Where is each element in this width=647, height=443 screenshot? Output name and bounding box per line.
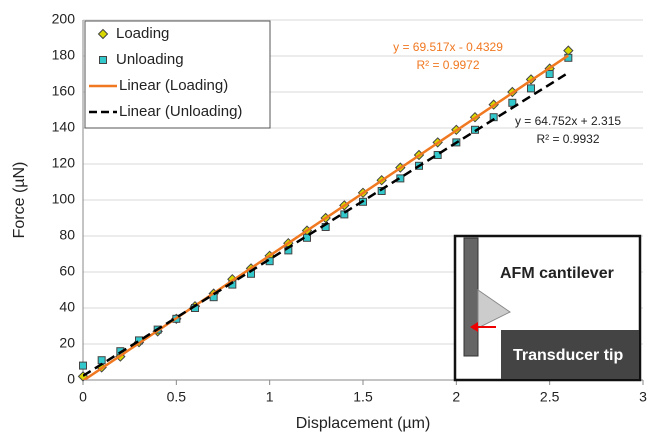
inset-label: Transducer tip (513, 347, 623, 364)
y-tick-label: 0 (67, 371, 75, 387)
x-tick-label: 3 (639, 389, 647, 405)
equation-label: y = 69.517x - 0.4329 (393, 40, 503, 54)
equation-label: R² = 0.9972 (416, 58, 479, 72)
y-axis-label: Force (µN) (11, 162, 28, 239)
legend-label: Linear (Unloading) (119, 103, 242, 120)
cantilever (463, 237, 479, 357)
transducer (501, 330, 639, 379)
legend-marker (99, 56, 107, 64)
arrow-head (470, 322, 478, 332)
y-tick-label: 160 (52, 83, 76, 99)
data-point (79, 361, 87, 370)
legend-label: Linear (Loading) (119, 77, 228, 94)
data-point (396, 174, 405, 183)
y-tick-label: 120 (52, 155, 76, 171)
legend-label: Loading (116, 25, 169, 42)
x-axis-label: Displacement (µm) (296, 415, 431, 432)
data-point (433, 151, 442, 159)
x-tick-label: 1 (266, 389, 274, 405)
inset-label: AFM cantilever (500, 265, 614, 282)
trend-line (83, 54, 570, 380)
y-tick-label: 200 (52, 11, 76, 27)
x-tick-label: 2.5 (540, 389, 560, 405)
x-tick-label: 0 (79, 389, 87, 405)
y-tick-label: 40 (59, 299, 75, 315)
x-tick-label: 0.5 (167, 389, 187, 405)
data-point (340, 210, 349, 219)
trend-line (83, 71, 569, 377)
data-point (377, 187, 386, 195)
legend-marker (97, 28, 109, 40)
equation-label: y = 64.752x + 2.315 (515, 114, 621, 128)
y-tick-label: 100 (52, 191, 76, 207)
data-point (545, 70, 554, 78)
data-point (563, 45, 574, 56)
x-tick-label: 1.5 (353, 389, 373, 405)
x-tick-label: 2 (452, 389, 460, 405)
cantilever-tip (477, 289, 511, 329)
equation-label: R² = 0.9932 (536, 132, 599, 146)
y-tick-label: 180 (52, 47, 76, 63)
data-point (527, 84, 535, 93)
legend-box (84, 20, 271, 129)
data-point (97, 356, 106, 365)
legend-label: Unloading (116, 51, 184, 68)
y-tick-label: 80 (59, 227, 75, 243)
y-tick-label: 60 (59, 263, 75, 279)
y-tick-label: 20 (59, 335, 75, 351)
y-tick-label: 140 (52, 119, 76, 135)
